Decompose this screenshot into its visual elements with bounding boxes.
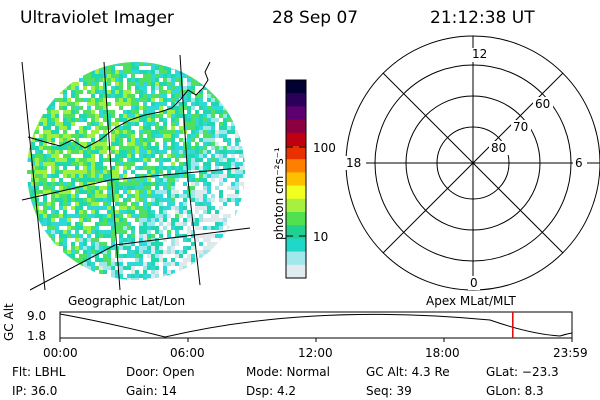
polar-coordinate-label: Apex MLat/MLT bbox=[426, 294, 516, 308]
color-bar-cell bbox=[286, 119, 306, 134]
timeline-x-ticks bbox=[59, 338, 573, 342]
altitude-curve bbox=[59, 313, 573, 338]
door-status: Door: Open bbox=[126, 365, 195, 379]
color-bar-cell bbox=[286, 93, 306, 107]
mlt-label-0: 0 bbox=[470, 276, 478, 290]
image-date: 28 Sep 07 bbox=[272, 8, 359, 28]
color-bar-cell bbox=[286, 238, 306, 253]
mlat-label-80: 80 bbox=[491, 141, 507, 155]
color-bar-cell bbox=[286, 159, 306, 173]
mode-status: Mode: Normal bbox=[246, 365, 330, 379]
color-bar-cell bbox=[286, 106, 306, 121]
color-bar-cell bbox=[286, 212, 306, 226]
sequence-number: Seq: 39 bbox=[366, 384, 412, 398]
color-bar-tick-label-10: 10 bbox=[313, 230, 329, 244]
color-bar-scale bbox=[286, 80, 306, 279]
color-bar-tick-label-100: 100 bbox=[313, 141, 336, 155]
color-bar-cell bbox=[286, 172, 306, 187]
geographic-latitude: GLat: −23.3 bbox=[486, 365, 559, 379]
ip-value: IP: 36.0 bbox=[12, 384, 58, 398]
timeline-y-tick-min: 1.8 bbox=[27, 329, 47, 343]
auroral-image-map bbox=[21, 54, 251, 291]
timeline-y-label: GC Alt bbox=[2, 303, 16, 341]
coastline bbox=[27, 61, 211, 149]
color-bar-cell bbox=[286, 146, 306, 160]
mlt-label-18: 18 bbox=[346, 156, 362, 170]
timeline-x-tick-1800: 18:00 bbox=[425, 346, 460, 360]
filter-status: Flt: LBHL bbox=[12, 365, 66, 379]
mlt-label-6: 6 bbox=[575, 156, 583, 170]
map-coordinate-label: Geographic Lat/Lon bbox=[68, 294, 186, 308]
dsp-value: Dsp: 4.2 bbox=[246, 384, 297, 398]
color-bar-cell bbox=[286, 80, 306, 94]
timeline-x-tick-1200: 12:00 bbox=[298, 346, 333, 360]
timeline-x-tick-0000: 00:00 bbox=[43, 346, 78, 360]
photon-intensity-pixels bbox=[27, 62, 245, 280]
gc-altitude: GC Alt: 4.3 Re bbox=[366, 365, 450, 379]
color-bar-cell bbox=[286, 185, 306, 200]
color-bar-cell bbox=[286, 264, 306, 279]
color-bar-cell bbox=[286, 251, 306, 266]
timeline-x-tick-0600: 06:00 bbox=[170, 346, 205, 360]
gain-value: Gain: 14 bbox=[126, 384, 177, 398]
color-bar-cell bbox=[286, 132, 306, 147]
timeline-x-tick-2359: 23:59 bbox=[553, 346, 588, 360]
mlat-label-70: 70 bbox=[513, 120, 529, 134]
color-bar-cell bbox=[286, 198, 306, 213]
mlt-label-12: 12 bbox=[472, 47, 488, 61]
timeline-y-tick-max: 9.0 bbox=[27, 309, 47, 323]
geographic-longitude: GLon: 8.3 bbox=[486, 384, 544, 398]
image-time: 21:12:38 UT bbox=[430, 8, 535, 28]
mlat-label-60: 60 bbox=[535, 97, 551, 111]
instrument-title: Ultraviolet Imager bbox=[20, 8, 174, 28]
